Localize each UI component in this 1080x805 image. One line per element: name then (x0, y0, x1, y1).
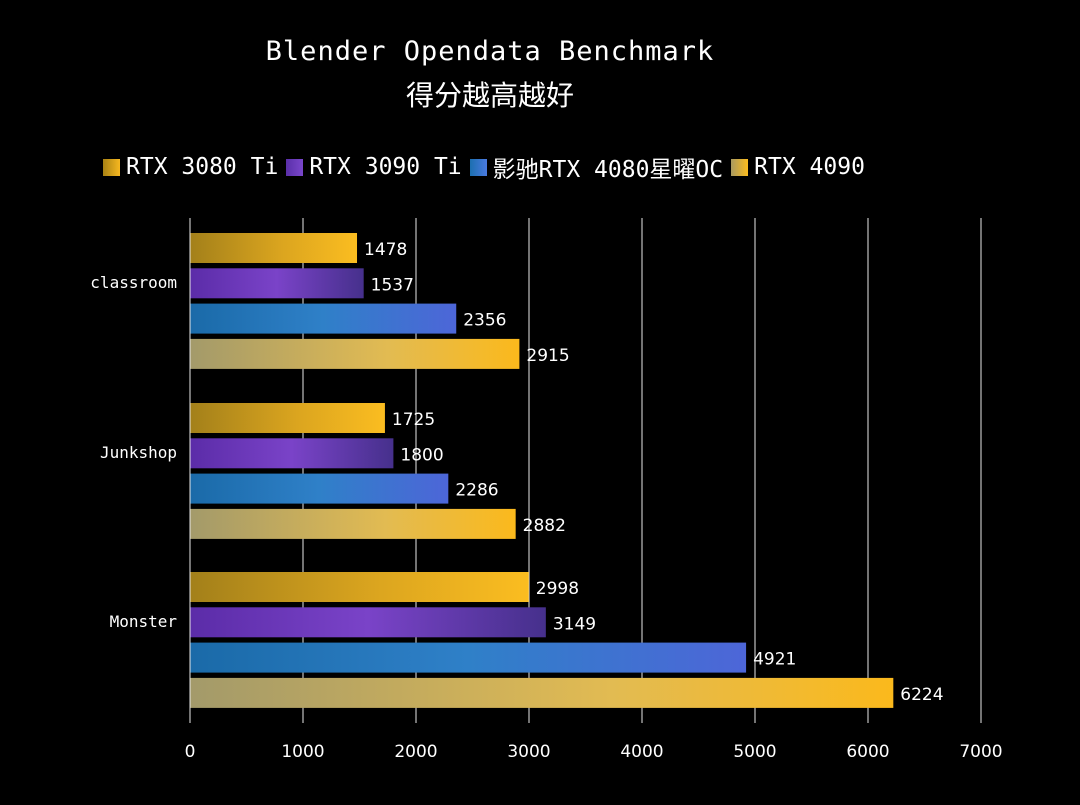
x-tick-label: 6000 (846, 742, 889, 762)
bar-classroom-series-3 (190, 338, 520, 369)
data-label: 6224 (900, 685, 943, 705)
data-label: 1478 (364, 240, 407, 260)
bar-junkshop-series-2 (190, 473, 449, 504)
data-label: 2998 (536, 579, 579, 599)
bar-monster-series-0 (190, 572, 529, 602)
legend-swatch-rtx3080ti (103, 158, 120, 176)
bar-junkshop-series-0 (190, 403, 385, 433)
bar-classroom-series-1 (190, 268, 364, 299)
x-tick-label: 2000 (394, 742, 437, 762)
legend-item-rtx3080ti: RTX 3080 Ti (103, 154, 278, 180)
legend-label-rtx3080ti: RTX 3080 Ti (126, 154, 279, 180)
bar-junkshop-series-3 (190, 508, 516, 539)
bars (190, 233, 894, 708)
data-label: 2286 (455, 481, 498, 501)
legend: RTX 3080 Ti RTX 3090 Ti 影驰RTX 4080星曜OC R… (103, 150, 873, 184)
x-tick-label: 7000 (959, 742, 1002, 762)
bar-monster-series-3 (190, 677, 894, 708)
bar-classroom-series-0 (190, 233, 358, 263)
x-tick-label: 0 (185, 742, 196, 762)
legend-label-rtx3090ti: RTX 3090 Ti (309, 154, 462, 180)
data-label: 2882 (523, 516, 566, 536)
data-label: 3149 (553, 614, 596, 634)
data-label: 2356 (463, 311, 506, 331)
legend-swatch-rtx4090 (731, 158, 749, 176)
x-tick-label: 4000 (620, 742, 663, 762)
legend-swatch-rtx4080 (469, 158, 487, 176)
chart-title: Blender Opendata Benchmark (265, 36, 715, 67)
x-tick-labels: 0 1000 2000 3000 4000 5000 6000 7000 (185, 742, 1003, 762)
bar-junkshop-series-1 (190, 438, 394, 469)
legend-item-rtx4090: RTX 4090 (731, 154, 865, 180)
data-label: 1800 (400, 445, 443, 465)
legend-label-rtx4090: RTX 4090 (754, 154, 865, 180)
bar-monster-series-2 (190, 642, 747, 673)
x-tick-label: 1000 (281, 742, 324, 762)
category-labels: classroom Junkshop Monster (90, 273, 177, 631)
bar-monster-series-1 (190, 607, 546, 638)
legend-item-rtx4080: 影驰RTX 4080星曜OC (469, 150, 724, 184)
data-label: 1537 (371, 275, 414, 295)
chart-subtitle: 得分越高越好 (405, 79, 574, 112)
legend-item-rtx3090ti: RTX 3090 Ti (286, 154, 462, 180)
category-label-classroom: classroom (90, 273, 177, 292)
x-tick-label: 3000 (507, 742, 550, 762)
category-label-junkshop: Junkshop (100, 443, 177, 462)
legend-label-rtx4080: 影驰RTX 4080星曜OC (492, 157, 724, 183)
value-labels: 1478 1537 2356 2915 1725 1800 2286 2882 2998 3149… (364, 240, 944, 705)
data-label: 2915 (526, 346, 569, 366)
x-tick-label: 5000 (733, 742, 776, 762)
bar-classroom-series-2 (190, 303, 457, 334)
data-label: 1725 (392, 410, 435, 430)
legend-swatch-rtx3090ti (286, 158, 304, 176)
data-label: 4921 (753, 650, 796, 670)
category-label-monster: Monster (110, 612, 178, 631)
